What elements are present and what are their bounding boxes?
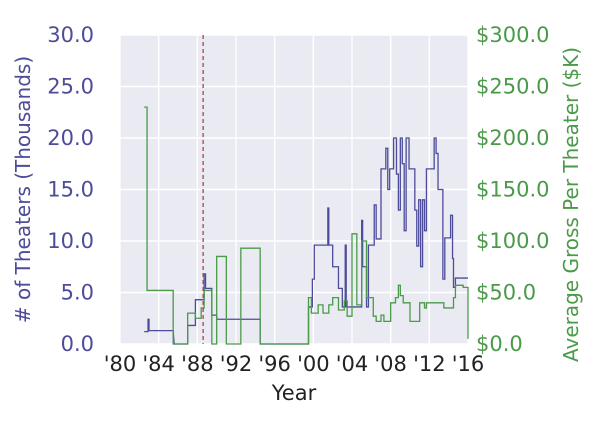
- x-tick-label: '84: [142, 352, 175, 376]
- x-tick-label: '16: [452, 352, 485, 376]
- theaters-series-line: [144, 137, 468, 345]
- x-tick-label: '12: [413, 352, 446, 376]
- right-y-tick-label: $100.0: [476, 229, 549, 253]
- left-y-tick-label: 30.0: [47, 23, 94, 47]
- x-tick-label: '80: [104, 352, 137, 376]
- right-y-tick-label: $50.0: [476, 281, 536, 305]
- series-layer: [144, 35, 469, 345]
- left-y-tick-label: 25.0: [47, 75, 94, 99]
- x-tick-label: '92: [220, 352, 253, 376]
- x-tick-label: '00: [297, 352, 330, 376]
- x-tick-label: '88: [181, 352, 214, 376]
- gross-series-line: [144, 106, 469, 345]
- right-y-tick-label: $300.0: [476, 23, 549, 47]
- right-y-tick-label: $0.0: [476, 332, 523, 356]
- right-y-tick-label: $250.0: [476, 75, 549, 99]
- right-y-tick-label: $200.0: [476, 126, 549, 150]
- x-axis-label: Year: [271, 381, 317, 405]
- left-y-tick-label: 15.0: [47, 178, 94, 202]
- left-y-tick-label: 5.0: [61, 281, 94, 305]
- x-tick-label: '96: [258, 352, 291, 376]
- right-y-tick-label: $150.0: [476, 178, 549, 202]
- left-y-tick-label: 10.0: [47, 229, 94, 253]
- left-y-tick-label: 0.0: [61, 332, 94, 356]
- x-tick-label: '08: [374, 352, 407, 376]
- tick-labels: '80'84'88'92'96'00'04'08'12'16 0.0 5.0 10.0…: [47, 23, 549, 376]
- left-y-axis-label: # of Theaters (Thousands): [11, 56, 35, 323]
- left-y-tick-label: 20.0: [47, 126, 94, 150]
- right-y-axis-label: Average Gross Per Theater ($K): [559, 47, 583, 362]
- x-tick-label: '04: [336, 352, 369, 376]
